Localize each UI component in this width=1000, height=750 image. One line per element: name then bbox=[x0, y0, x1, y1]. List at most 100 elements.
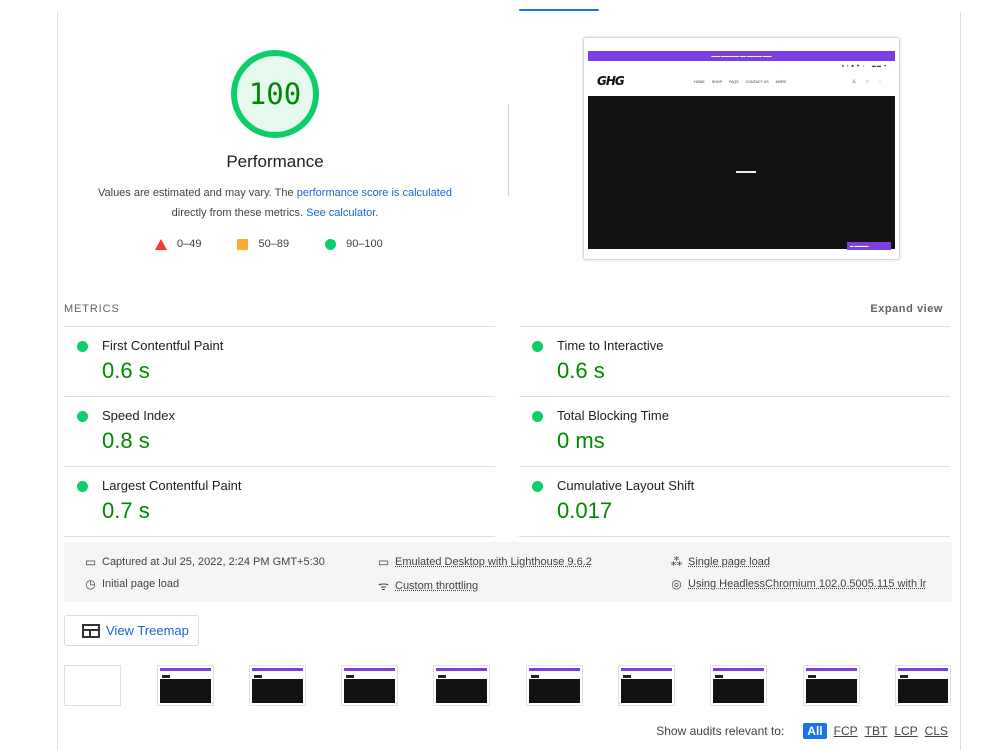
legend-range: 90–100 bbox=[346, 238, 383, 250]
metric-value: 0.6 s bbox=[557, 358, 605, 383]
filmstrip-frame bbox=[157, 665, 214, 706]
filter-label: Show audits relevant to: bbox=[656, 724, 785, 738]
pass-circle-icon bbox=[77, 341, 88, 352]
desc-prefix: Values are estimated and may vary. The bbox=[97, 187, 297, 199]
nav-item: SHOP bbox=[711, 80, 722, 84]
fail-triangle-icon bbox=[155, 238, 167, 250]
custom-throttling[interactable]: ᯤ Custom throttling bbox=[377, 577, 478, 594]
metric-title: Total Blocking Time bbox=[557, 408, 669, 423]
gauge-description: Values are estimated and may vary. The p… bbox=[80, 183, 470, 223]
category-tab-indicator bbox=[519, 9, 599, 11]
final-screenshot[interactable]: ▬▬▬ ▬▬▬▬▬▬ ▬▬ ▬▬▬▬▬ ▬▬▬ ● f ■ ♥ ♪ ▬▬ ▾ G… bbox=[583, 37, 900, 260]
site-banner: ▬▬▬ ▬▬▬▬▬▬ ▬▬ ▬▬▬▬▬ ▬▬▬ bbox=[588, 51, 895, 61]
metrics-bottom-rule bbox=[519, 536, 950, 537]
captured-at: ▭ Captured at Jul 25, 2022, 2:24 PM GMT+… bbox=[84, 555, 325, 569]
view-treemap-button[interactable]: View Treemap bbox=[64, 615, 199, 646]
expand-view-button[interactable]: Expand view bbox=[870, 303, 943, 315]
network-icon: ᯤ bbox=[378, 579, 389, 593]
metric-largest-contentful-paint: Largest Contentful Paint 0.7 s bbox=[64, 466, 495, 536]
gauge-title: Performance bbox=[226, 152, 324, 171]
chromium-version-text: Using HeadlessChromium 102.0.5005.115 wi… bbox=[688, 578, 927, 590]
view-treemap-label: View Treemap bbox=[106, 623, 189, 638]
filmstrip-frame bbox=[710, 665, 767, 706]
average-square-icon bbox=[237, 238, 249, 250]
pass-circle-icon bbox=[532, 341, 543, 352]
filmstrip-frame bbox=[64, 665, 121, 706]
desktop-icon: ▭ bbox=[377, 555, 390, 569]
metric-title: Time to Interactive bbox=[557, 338, 664, 353]
legend-item-pass: 90–100 bbox=[325, 238, 383, 250]
pass-circle-icon bbox=[77, 481, 88, 492]
metrics-bottom-rule bbox=[64, 536, 495, 537]
page-load-icon: ⁂ bbox=[670, 555, 683, 569]
initial-page-load-text: Initial page load bbox=[102, 578, 180, 590]
score-calculated-link[interactable]: performance score is calculated bbox=[296, 187, 452, 199]
legend-item-average: 50–89 bbox=[237, 238, 289, 250]
site-header-icons: ♙ ○ ◌ bbox=[851, 79, 885, 85]
language-badge: ▬ ▬▬▬▬ bbox=[847, 242, 891, 250]
metric-value: 0.7 s bbox=[102, 498, 150, 523]
metric-first-contentful-paint: First Contentful Paint 0.6 s bbox=[64, 326, 495, 396]
treemap-icon bbox=[82, 623, 100, 638]
filter-cls[interactable]: CLS bbox=[924, 724, 948, 738]
filmstrip-frame bbox=[526, 665, 583, 706]
filmstrip-frame bbox=[618, 665, 675, 706]
nav-item: MORE bbox=[775, 80, 787, 84]
metric-value: 0.6 s bbox=[102, 358, 150, 383]
metric-value: 0 ms bbox=[557, 428, 605, 453]
custom-throttling-text: Custom throttling bbox=[395, 579, 479, 592]
single-page-load-text: Single page load bbox=[688, 556, 770, 568]
see-calculator-link[interactable]: See calculator bbox=[306, 207, 376, 219]
metric-value: 0.8 s bbox=[102, 428, 150, 453]
chrome-icon: ◎ bbox=[671, 577, 682, 591]
audit-filter-bar: Show audits relevant to: All FCP TBT LCP… bbox=[656, 723, 948, 739]
runtime-settings: ▭ Captured at Jul 25, 2022, 2:24 PM GMT+… bbox=[64, 542, 952, 602]
filter-tbt[interactable]: TBT bbox=[864, 724, 888, 738]
report-right-border bbox=[960, 12, 961, 750]
metric-cumulative-layout-shift: Cumulative Layout Shift 0.017 bbox=[519, 466, 950, 536]
social-icons: ● f ■ ♥ ♪ ▬▬ ▾ bbox=[841, 63, 887, 68]
pass-circle-icon bbox=[532, 411, 543, 422]
captured-at-text: Captured at Jul 25, 2022, 2:24 PM GMT+5:… bbox=[102, 556, 325, 568]
metric-title: Cumulative Layout Shift bbox=[557, 478, 695, 493]
chromium-version[interactable]: ◎ Using HeadlessChromium 102.0.5005.115 … bbox=[670, 577, 926, 591]
site-hero bbox=[588, 96, 895, 249]
metric-time-to-interactive: Time to Interactive 0.6 s bbox=[519, 326, 950, 396]
emulated-desktop-text: Emulated Desktop with Lighthouse 9.6.2 bbox=[395, 556, 592, 568]
nav-item: HOME bbox=[694, 80, 705, 84]
filmstrip-frame bbox=[341, 665, 398, 706]
single-page-load[interactable]: ⁂ Single page load bbox=[670, 555, 770, 569]
emulated-desktop[interactable]: ▭ Emulated Desktop with Lighthouse 9.6.2 bbox=[377, 555, 592, 569]
section-divider bbox=[508, 104, 509, 196]
stopwatch-icon: ◷ bbox=[85, 577, 96, 591]
nav-item: FAQS bbox=[728, 80, 739, 84]
legend-range: 50–89 bbox=[258, 238, 290, 250]
filmstrip-frame bbox=[895, 665, 951, 706]
pass-circle-icon bbox=[77, 411, 88, 422]
filter-lcp[interactable]: LCP bbox=[894, 724, 918, 738]
filmstrip-frame bbox=[249, 665, 306, 706]
metric-speed-index: Speed Index 0.8 s bbox=[64, 396, 495, 466]
calendar-icon: ▭ bbox=[84, 555, 97, 569]
filmstrip-frame bbox=[803, 665, 860, 706]
site-nav: HOME SHOP FAQS CONTACT US MORE bbox=[694, 80, 786, 84]
metric-title: Largest Contentful Paint bbox=[102, 478, 242, 493]
gauge-ring-icon bbox=[231, 50, 319, 138]
score-scale-legend: 0–49 50–89 90–100 bbox=[155, 238, 419, 250]
pass-circle-icon bbox=[325, 238, 337, 250]
hero-loading-bar bbox=[736, 171, 756, 173]
desc-suffix: . bbox=[375, 207, 379, 219]
metric-value: 0.017 bbox=[557, 498, 613, 523]
initial-page-load: ◷ Initial page load bbox=[84, 577, 179, 591]
filter-all[interactable]: All bbox=[803, 723, 827, 739]
performance-gauge[interactable]: 100 bbox=[230, 49, 320, 139]
legend-item-fail: 0–49 bbox=[155, 238, 201, 250]
report-left-border bbox=[57, 12, 58, 750]
filter-fcp[interactable]: FCP bbox=[833, 724, 858, 738]
metrics-heading: METRICS bbox=[64, 303, 120, 315]
site-logo: GHG bbox=[597, 74, 625, 88]
metric-title: Speed Index bbox=[102, 408, 176, 423]
nav-item: CONTACT US bbox=[745, 80, 769, 84]
legend-range: 0–49 bbox=[177, 238, 202, 250]
performance-score: 100 bbox=[248, 77, 302, 111]
